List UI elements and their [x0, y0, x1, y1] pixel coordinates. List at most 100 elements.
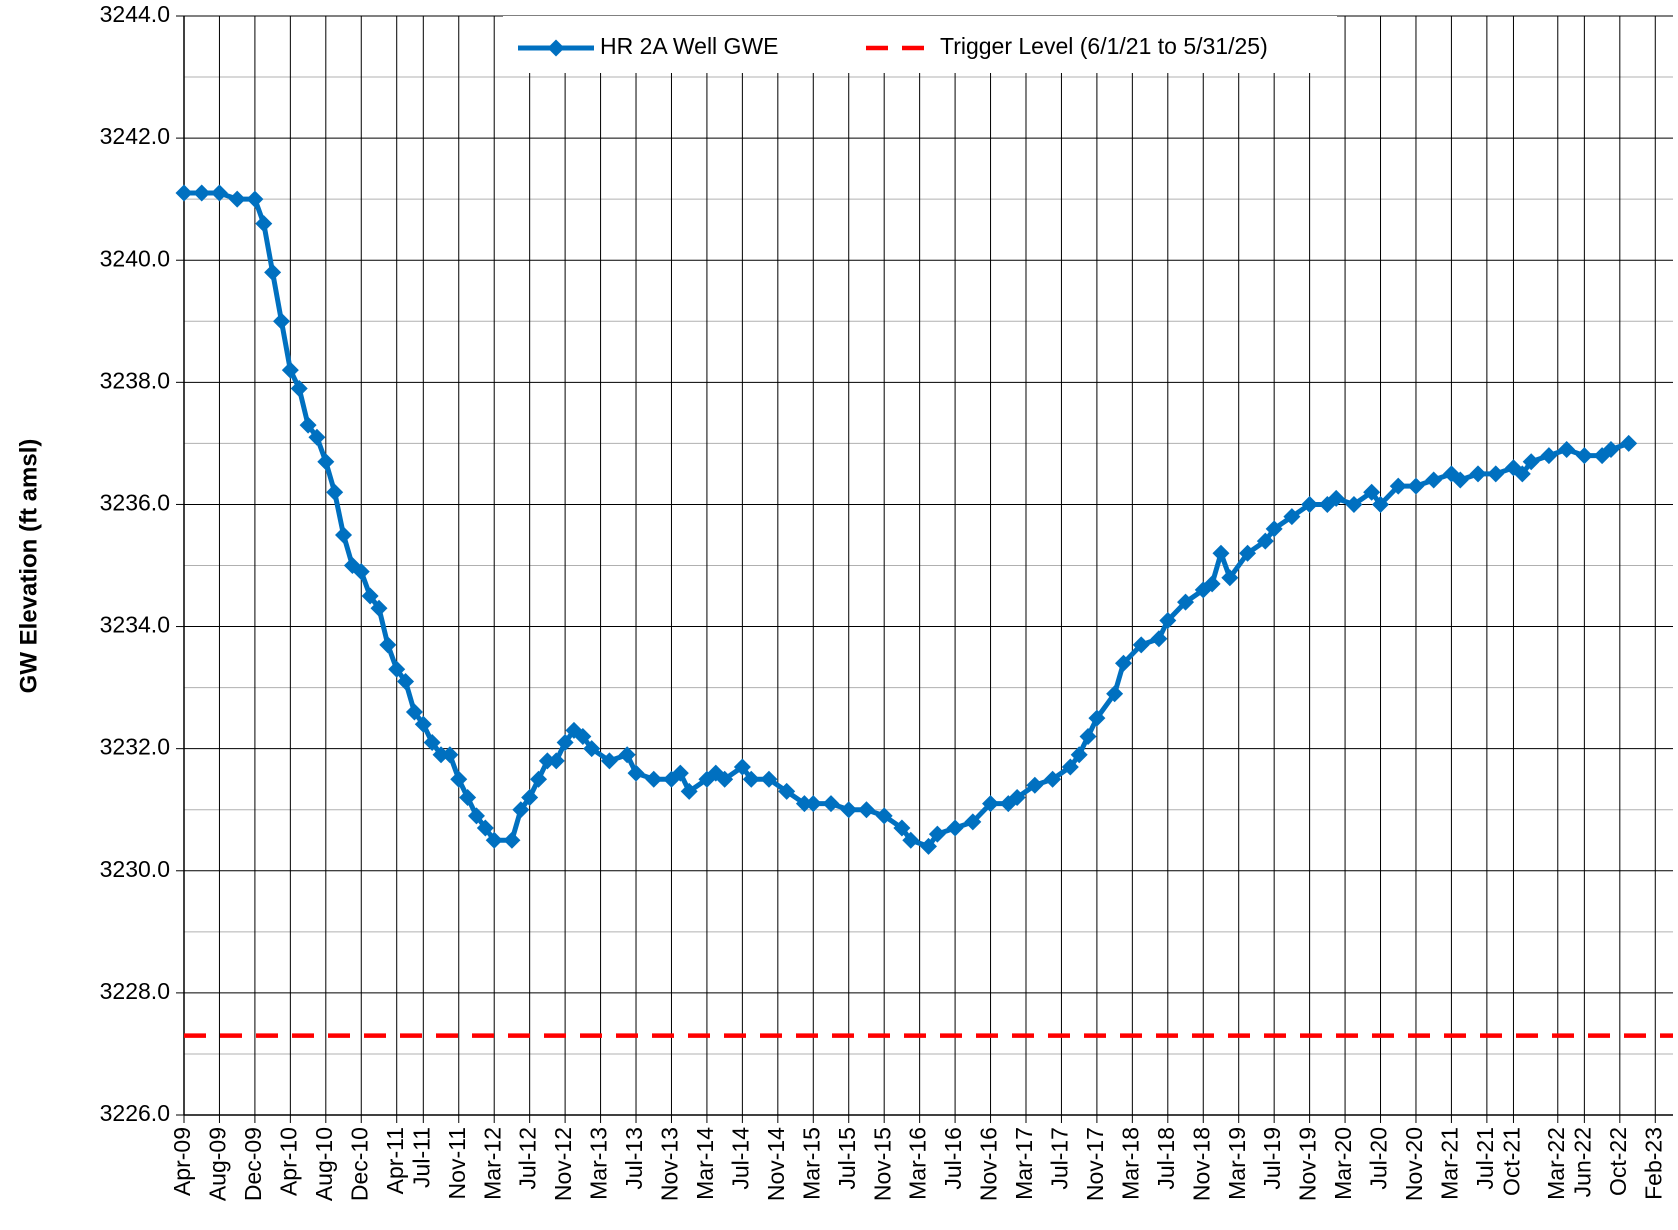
x-tick-label: Nov-14: [763, 1127, 789, 1201]
marker: [964, 813, 982, 831]
legend-label: Trigger Level (6/1/21 to 5/31/25): [940, 33, 1268, 59]
x-tick-label: Nov-17: [1082, 1127, 1108, 1201]
marker: [742, 770, 760, 788]
marker: [600, 752, 618, 770]
marker: [893, 819, 911, 837]
marker: [210, 184, 228, 202]
marker: [264, 263, 282, 281]
marker: [1088, 709, 1106, 727]
x-tick-label: Mar-13: [586, 1127, 612, 1200]
x-tick-label: Jul-18: [1153, 1127, 1179, 1190]
marker: [1061, 758, 1079, 776]
marker: [618, 746, 636, 764]
marker: [281, 361, 299, 379]
marker: [272, 312, 290, 330]
marker: [1132, 636, 1150, 654]
x-tick-label: Jul-12: [515, 1127, 541, 1190]
x-tick-label: Aug-09: [205, 1127, 231, 1201]
marker: [1026, 776, 1044, 794]
marker: [946, 819, 964, 837]
x-tick-label: Jul-15: [834, 1127, 860, 1190]
marker: [1203, 575, 1221, 593]
marker: [290, 379, 308, 397]
marker: [875, 807, 893, 825]
marker: [671, 764, 689, 782]
marker: [1513, 465, 1531, 483]
x-tick-label: Jul-14: [727, 1127, 753, 1190]
marker: [1425, 471, 1443, 489]
x-tick-label: Dec-10: [346, 1127, 372, 1201]
marker: [1106, 685, 1124, 703]
marker: [503, 831, 521, 849]
marker: [1469, 465, 1487, 483]
marker: [1265, 520, 1283, 538]
legend-marker: [547, 39, 565, 57]
x-tick-label: Jul-17: [1047, 1127, 1073, 1190]
marker: [352, 563, 370, 581]
x-tick-label: Mar-20: [1330, 1127, 1356, 1200]
marker: [1212, 544, 1230, 562]
x-tick-label: Mar-16: [905, 1127, 931, 1200]
x-tick-label: Jul-11: [408, 1127, 434, 1188]
marker: [485, 831, 503, 849]
y-tick-label: 3230.0: [100, 856, 170, 882]
marker: [1620, 434, 1638, 452]
x-tick-label: Jun-22: [1569, 1127, 1595, 1197]
marker: [538, 752, 556, 770]
x-tick-label: Nov-12: [550, 1127, 576, 1201]
x-tick-label: Mar-14: [692, 1127, 718, 1200]
marker: [920, 837, 937, 855]
marker: [1389, 477, 1407, 495]
marker: [1044, 770, 1062, 788]
x-tick-label: Jul-19: [1259, 1127, 1285, 1190]
marker: [1283, 508, 1301, 526]
x-tick-label: Apr-10: [275, 1127, 301, 1196]
marker: [432, 746, 450, 764]
marker: [857, 801, 875, 819]
marker: [1159, 611, 1177, 629]
y-tick-label: 3236.0: [100, 490, 170, 516]
y-tick-label: 3244.0: [100, 1, 170, 27]
marker: [326, 483, 344, 501]
legend-label: HR 2A Well GWE: [600, 33, 779, 59]
marker: [467, 807, 485, 825]
x-tick-label: Mar-15: [798, 1127, 824, 1200]
marker: [1150, 630, 1168, 648]
y-tick-label: 3232.0: [100, 734, 170, 760]
marker: [530, 770, 548, 788]
marker: [1372, 495, 1390, 513]
marker: [1407, 477, 1425, 495]
x-tick-label: Nov-16: [976, 1127, 1002, 1201]
marker: [804, 795, 822, 813]
y-tick-label: 3240.0: [100, 245, 170, 271]
marker: [1221, 569, 1239, 587]
legend-background: [503, 16, 1337, 73]
marker: [228, 190, 246, 208]
x-tick-label: Mar-18: [1117, 1127, 1143, 1200]
marker: [1602, 440, 1620, 458]
marker: [1070, 746, 1088, 764]
x-tick-label: Mar-19: [1224, 1127, 1250, 1200]
x-tick-label: Apr-11: [382, 1127, 408, 1194]
marker: [822, 795, 840, 813]
marker: [627, 764, 645, 782]
marker: [388, 660, 406, 678]
marker: [1540, 447, 1558, 465]
marker: [982, 795, 1000, 813]
x-tick-label: Feb-23: [1640, 1127, 1666, 1200]
x-tick-label: Oct-22: [1605, 1127, 1631, 1196]
marker: [902, 831, 920, 849]
marker: [450, 770, 468, 788]
y-axis-title: GW Elevation (ft amsl): [15, 439, 42, 694]
x-tick-label: Jul-21: [1472, 1127, 1498, 1190]
marker: [512, 801, 530, 819]
marker: [459, 789, 477, 807]
marker: [476, 819, 494, 837]
marker: [778, 782, 796, 800]
marker: [370, 599, 388, 617]
marker: [547, 752, 565, 770]
marker: [1114, 654, 1132, 672]
marker: [716, 770, 734, 788]
x-tick-label: Mar-22: [1543, 1127, 1569, 1200]
